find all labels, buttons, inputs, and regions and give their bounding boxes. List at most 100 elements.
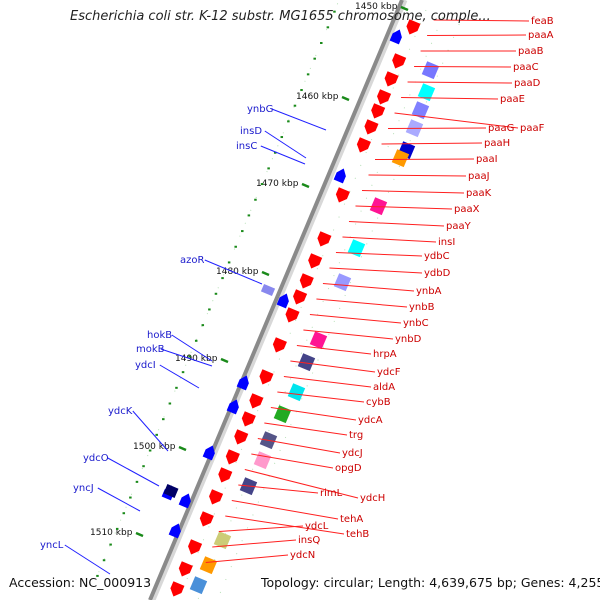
reverse-gene-arrow-shape <box>226 399 239 415</box>
gene-label-paaB: paaB <box>518 46 544 57</box>
minor-tick <box>122 512 126 515</box>
gene-feature-box <box>199 556 218 575</box>
gene-leader-line <box>204 259 263 285</box>
gene-leader-line <box>322 283 415 292</box>
reverse-gene-arrow <box>168 523 181 539</box>
minor-tick <box>247 214 251 217</box>
minor-tick <box>280 136 284 139</box>
gene-leader-line <box>171 334 213 362</box>
forward-gene-arrow <box>170 581 185 597</box>
minor-tick <box>234 245 237 248</box>
minor-tick <box>260 183 264 186</box>
forward-gene-arrow <box>335 187 350 203</box>
minor-tick <box>142 465 145 468</box>
reverse-gene-arrow <box>276 293 289 309</box>
gene-leader-line <box>329 267 423 274</box>
gene-feature-box <box>411 101 430 120</box>
forward-gene-arrow-shape <box>188 539 203 555</box>
forward-gene-arrow-shape <box>335 187 350 203</box>
forward-gene-arrow <box>377 89 392 105</box>
forward-gene-arrow-shape <box>371 103 386 119</box>
gene-leader-line <box>414 66 512 68</box>
forward-gene-arrow-shape <box>241 411 256 427</box>
gene-label-ydcF: ydcF <box>377 367 401 378</box>
forward-gene-arrow <box>364 119 379 135</box>
gene-leader-line <box>368 174 467 177</box>
scale-tick <box>341 95 350 102</box>
gene-label-yncL: yncL <box>40 540 64 551</box>
gene-leader-line <box>277 391 365 403</box>
minor-tick <box>155 433 158 436</box>
gene-label-hrpA: hrpA <box>373 349 397 360</box>
minor-tick <box>326 26 330 29</box>
gene-leader-line <box>283 376 372 388</box>
gene-label-ydcO: ydcO <box>83 453 109 464</box>
minor-tick <box>306 73 310 76</box>
gene-label-paaC: paaC <box>513 62 539 73</box>
forward-gene-arrow-shape <box>209 489 224 505</box>
gene-leader-line <box>427 34 527 36</box>
gene-leader-line <box>218 525 304 532</box>
gene-label-ynbD: ynbD <box>395 334 422 345</box>
gene-leader-line <box>260 145 306 165</box>
gene-label-ydcN: ydcN <box>290 550 315 561</box>
minor-tick <box>267 167 270 170</box>
forward-gene-arrow-shape <box>178 561 193 577</box>
minor-tick <box>135 480 139 483</box>
gene-label-opgD: opgD <box>335 463 362 474</box>
gene-label-insC: insC <box>236 141 257 152</box>
gene-label-paaX: paaX <box>454 204 480 215</box>
scale-label: 1490 kbp <box>175 354 218 364</box>
gene-label-hokB: hokB <box>147 330 172 341</box>
gene-label-paaI: paaI <box>476 154 498 165</box>
gene-leader-line <box>264 422 348 436</box>
gene-leader-line <box>361 190 465 194</box>
gene-leader-line <box>257 438 341 454</box>
minor-tick <box>102 559 106 562</box>
minor-tick <box>300 89 303 92</box>
minor-tick <box>313 57 316 60</box>
gene-leader-line <box>433 19 530 22</box>
reverse-gene-arrow <box>226 399 239 415</box>
gene-label-ynbB: ynbB <box>409 302 435 313</box>
gene-feature-box <box>163 484 179 498</box>
forward-gene-arrow-shape <box>218 467 233 483</box>
gene-label-paaA: paaA <box>528 30 554 41</box>
gene-label-insI: insI <box>438 237 455 248</box>
gene-feature-box <box>213 531 232 550</box>
gene-leader-line <box>348 221 445 227</box>
minor-tick <box>96 574 99 577</box>
gene-leader-line <box>264 130 307 159</box>
gene-leader-line <box>97 487 141 512</box>
gene-label-paaH: paaH <box>484 138 510 149</box>
reverse-gene-arrow <box>389 29 402 45</box>
gene-leader-line <box>107 457 160 487</box>
gene-label-paaY: paaY <box>446 221 472 232</box>
minor-tick <box>188 355 191 358</box>
gene-label-ydcI: ydcI <box>135 360 156 371</box>
gene-label-rimL: rimL <box>320 488 343 499</box>
gene-label-paaJ: paaJ <box>468 171 490 182</box>
forward-gene-arrow-shape <box>308 253 323 269</box>
forward-gene-arrow <box>356 137 371 153</box>
forward-gene-arrow <box>272 337 287 353</box>
scale-tick <box>261 270 270 277</box>
forward-gene-arrow-shape <box>234 429 249 445</box>
scale-tick <box>400 5 409 12</box>
minor-tick <box>273 151 277 154</box>
gene-label-ynbC: ynbC <box>403 318 429 329</box>
minor-tick <box>168 402 172 405</box>
gene-label-tehB: tehB <box>346 529 369 540</box>
forward-gene-arrow-shape <box>285 307 300 323</box>
reverse-gene-arrow <box>333 168 346 184</box>
scale-tick <box>178 445 187 452</box>
gene-label-paaF: paaF <box>520 123 545 134</box>
forward-gene-arrow-shape <box>377 89 392 105</box>
gene-label-aldA: aldA <box>373 382 395 393</box>
forward-gene-arrow <box>406 19 421 35</box>
gene-label-tehA: tehA <box>340 514 363 525</box>
gene-label-paaE: paaE <box>500 94 525 105</box>
minor-tick <box>227 261 231 264</box>
